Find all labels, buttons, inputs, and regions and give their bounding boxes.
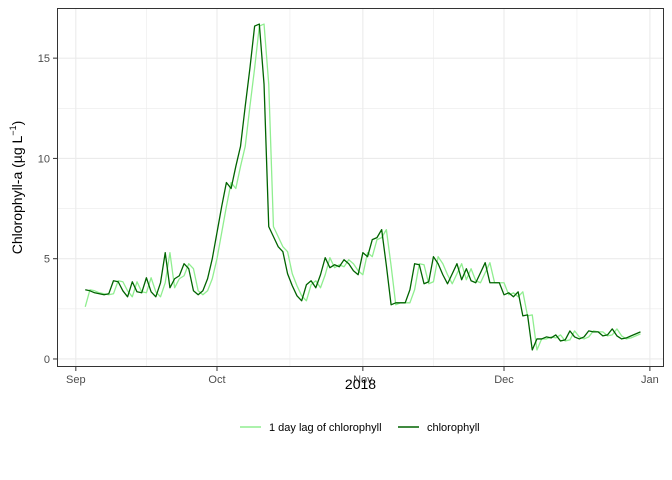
x-axis: Sep Oct Nov Dec Jan	[66, 367, 659, 386]
y-axis-title: Chlorophyll-a (µg L−1)	[8, 121, 25, 255]
minor-gridlines	[57, 8, 664, 367]
y-tick-label: 5	[44, 254, 50, 266]
series-line-lagged-chlorophyll	[84, 23, 641, 351]
x-tick-label: Sep	[66, 374, 86, 386]
y-axis-title-main: Chlorophyll-a (µg L	[9, 135, 25, 254]
y-tick-label: 10	[38, 153, 50, 165]
y-tick-label: 0	[44, 354, 50, 366]
x-tick-label: Dec	[494, 374, 514, 386]
series-line-chlorophyll	[85, 23, 641, 351]
plot-panel-border	[57, 8, 664, 367]
x-tick-label: Nov	[353, 374, 373, 386]
x-tick-label: Jan	[641, 374, 659, 386]
y-tick-label: 15	[38, 53, 50, 65]
y-axis-title-close: )	[9, 121, 25, 126]
y-axis-title-superscript: −1	[8, 125, 18, 135]
legend-label: 1 day lag of chlorophyll	[269, 422, 382, 434]
x-axis-title: 2018	[345, 376, 376, 392]
legend-item: 1 day lag of chlorophyll	[240, 422, 382, 434]
y-axis: 0 5 10 15	[38, 53, 57, 366]
series-lines	[84, 23, 641, 351]
legend-label: chlorophyll	[427, 422, 480, 434]
major-gridlines	[57, 8, 664, 367]
legend-item: chlorophyll	[398, 422, 480, 434]
legend: 1 day lag of chlorophyll chlorophyll	[240, 422, 480, 434]
x-tick-label: Oct	[208, 374, 225, 386]
